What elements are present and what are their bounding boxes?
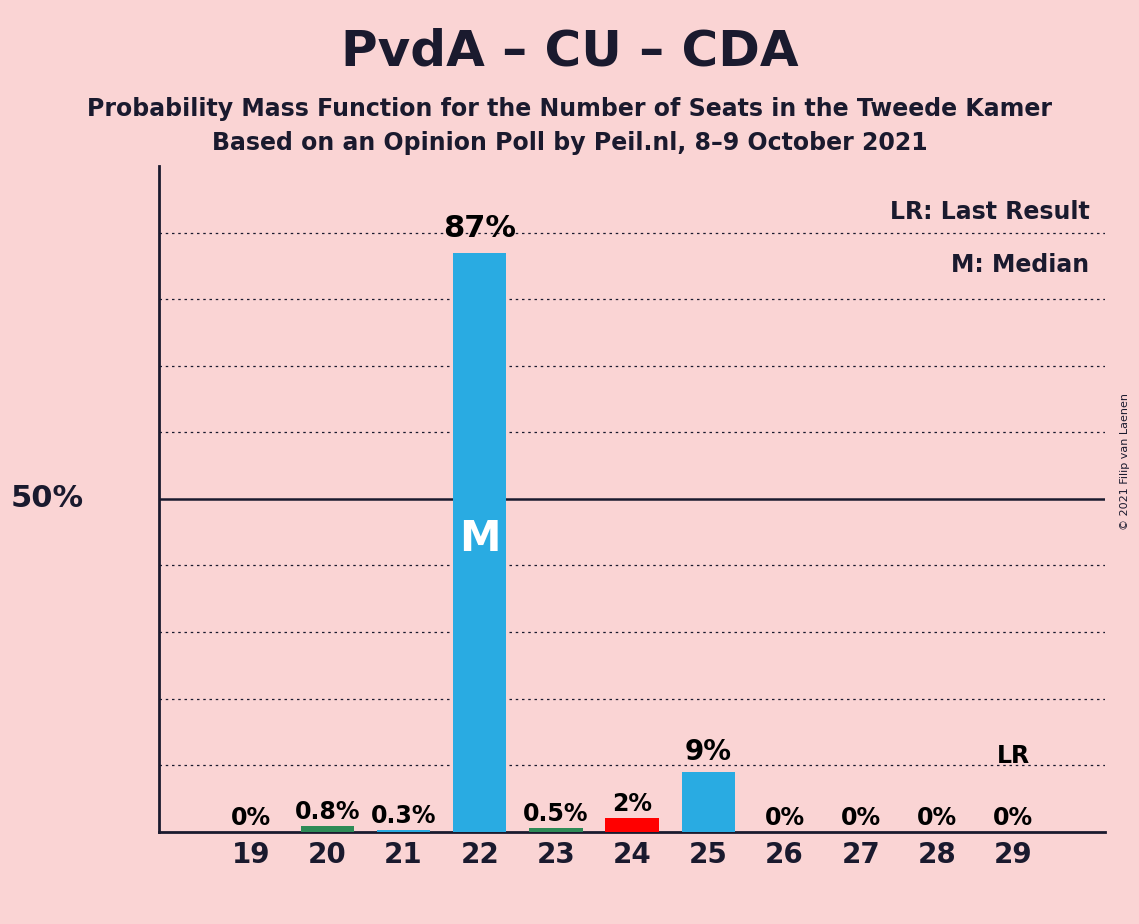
- Text: 0.8%: 0.8%: [295, 800, 360, 824]
- Text: 0%: 0%: [764, 806, 804, 830]
- Bar: [530, 828, 582, 832]
- Bar: [606, 819, 658, 832]
- Text: 87%: 87%: [443, 213, 516, 243]
- Text: 0.5%: 0.5%: [523, 802, 589, 826]
- Text: 0%: 0%: [841, 806, 880, 830]
- Text: 0.3%: 0.3%: [370, 804, 436, 828]
- Text: 0%: 0%: [993, 806, 1033, 830]
- Text: 0%: 0%: [231, 806, 271, 830]
- Bar: [377, 830, 431, 832]
- Text: M: M: [459, 517, 500, 560]
- Text: Based on an Opinion Poll by Peil.nl, 8–9 October 2021: Based on an Opinion Poll by Peil.nl, 8–9…: [212, 131, 927, 155]
- Text: 50%: 50%: [10, 484, 84, 514]
- Bar: [453, 253, 507, 832]
- Text: 2%: 2%: [612, 792, 653, 816]
- Text: LR: LR: [997, 745, 1030, 769]
- Text: LR: Last Result: LR: Last Result: [890, 200, 1090, 224]
- Text: PvdA – CU – CDA: PvdA – CU – CDA: [341, 28, 798, 76]
- Text: M: Median: M: Median: [951, 253, 1090, 277]
- Text: © 2021 Filip van Laenen: © 2021 Filip van Laenen: [1121, 394, 1130, 530]
- Text: 0%: 0%: [917, 806, 957, 830]
- Bar: [301, 826, 354, 832]
- Text: Probability Mass Function for the Number of Seats in the Tweede Kamer: Probability Mass Function for the Number…: [87, 97, 1052, 121]
- Bar: [682, 772, 735, 832]
- Text: 9%: 9%: [685, 738, 732, 766]
